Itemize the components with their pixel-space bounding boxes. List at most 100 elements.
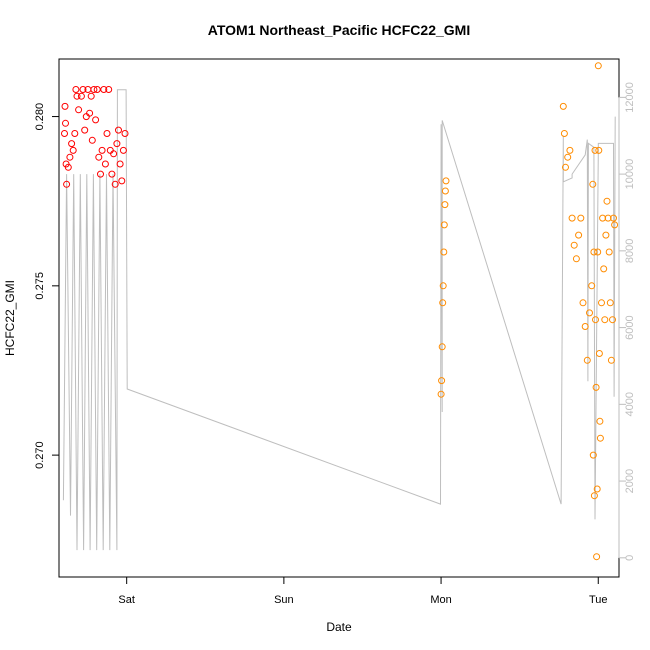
data-point [607, 356, 615, 364]
data-point [575, 231, 583, 239]
y-tick-label: 0.275 [34, 272, 46, 300]
data-point [611, 221, 619, 229]
data-point [588, 282, 596, 290]
data-point [593, 553, 601, 561]
data-point [111, 180, 119, 188]
data-point [586, 309, 593, 317]
data-point [442, 177, 450, 185]
data-point [79, 86, 87, 93]
data-point [579, 299, 587, 307]
data-point [570, 241, 578, 249]
data-point [564, 153, 572, 161]
altitude-line [62, 89, 616, 551]
data-point [592, 383, 600, 391]
data-point [605, 248, 613, 256]
data-point [600, 265, 608, 273]
data-point [93, 86, 101, 93]
y2-tick-label: 12000 [624, 82, 636, 113]
data-point [62, 119, 69, 127]
data-point [121, 130, 129, 137]
data-point [598, 299, 605, 307]
data-point [441, 187, 449, 195]
data-point [68, 140, 76, 148]
data-point [606, 299, 614, 307]
data-point [610, 214, 617, 222]
data-point [602, 231, 610, 239]
data-point [572, 255, 580, 263]
y-axis-label: HCFC22_GMI [3, 280, 17, 356]
data-point [108, 170, 116, 178]
y2-tick-label: 6000 [624, 315, 636, 339]
data-point [92, 116, 100, 124]
data-point [594, 248, 602, 256]
data-point [562, 163, 569, 171]
data-point [560, 130, 568, 137]
data-point [439, 282, 447, 290]
data-point [69, 146, 77, 154]
data-point [61, 130, 68, 137]
data-point [71, 130, 79, 137]
data-point [116, 160, 124, 168]
x-tick-label: Mon [430, 594, 451, 606]
points-layer [61, 62, 619, 561]
data-point [438, 377, 446, 385]
data-point [88, 136, 96, 144]
data-point [440, 248, 448, 256]
data-point [101, 160, 109, 168]
data-point [100, 86, 108, 93]
data-point [590, 248, 598, 256]
data-point [73, 92, 81, 100]
data-point [61, 102, 69, 110]
chart-title: ATOM1 Northeast_Pacific HCFC22_GMI [208, 22, 470, 38]
data-point [439, 299, 447, 307]
data-point [77, 92, 85, 100]
data-point [72, 86, 80, 93]
data-point [590, 492, 598, 500]
data-point [591, 146, 599, 154]
data-point [82, 113, 90, 121]
axes-layer: Sat Sun Mon Tue 0.270 0.275 0.280 0 2000 4000 6000… [34, 82, 636, 606]
data-point [595, 350, 603, 357]
altitude-line-layer [62, 89, 616, 551]
plot-frame [58, 58, 620, 578]
x-tick-label: Tue [589, 594, 608, 606]
data-point [595, 146, 603, 154]
x-tick-label: Sat [118, 594, 135, 606]
data-point [105, 86, 113, 93]
data-point [568, 214, 576, 222]
data-point [97, 170, 104, 178]
data-point [604, 214, 612, 222]
data-point [589, 451, 597, 459]
data-point [90, 86, 98, 93]
data-point [64, 163, 72, 171]
data-point [106, 146, 114, 154]
data-point [581, 323, 589, 330]
data-point [594, 62, 602, 70]
data-point [440, 221, 448, 229]
data-point [86, 109, 94, 117]
data-point [95, 153, 103, 161]
data-point [87, 92, 95, 100]
data-point [577, 214, 585, 222]
data-point [115, 126, 122, 134]
data-point [589, 180, 597, 188]
data-point [110, 150, 118, 158]
data-point [438, 343, 446, 351]
data-point [603, 197, 611, 205]
y2-tick-label: 0 [624, 555, 636, 561]
y2-tick-label: 8000 [624, 239, 636, 263]
data-point [103, 130, 111, 137]
y2-tick-label: 2000 [624, 469, 636, 493]
data-point [601, 316, 609, 324]
data-point [119, 146, 127, 154]
data-point [81, 126, 89, 134]
data-point [75, 106, 83, 114]
data-point [66, 153, 74, 161]
data-point [118, 177, 126, 185]
data-point [559, 102, 567, 110]
data-point [441, 201, 449, 209]
data-point [566, 146, 574, 154]
y-tick-label: 0.280 [34, 103, 46, 131]
x-axis-label: Date [326, 620, 352, 634]
